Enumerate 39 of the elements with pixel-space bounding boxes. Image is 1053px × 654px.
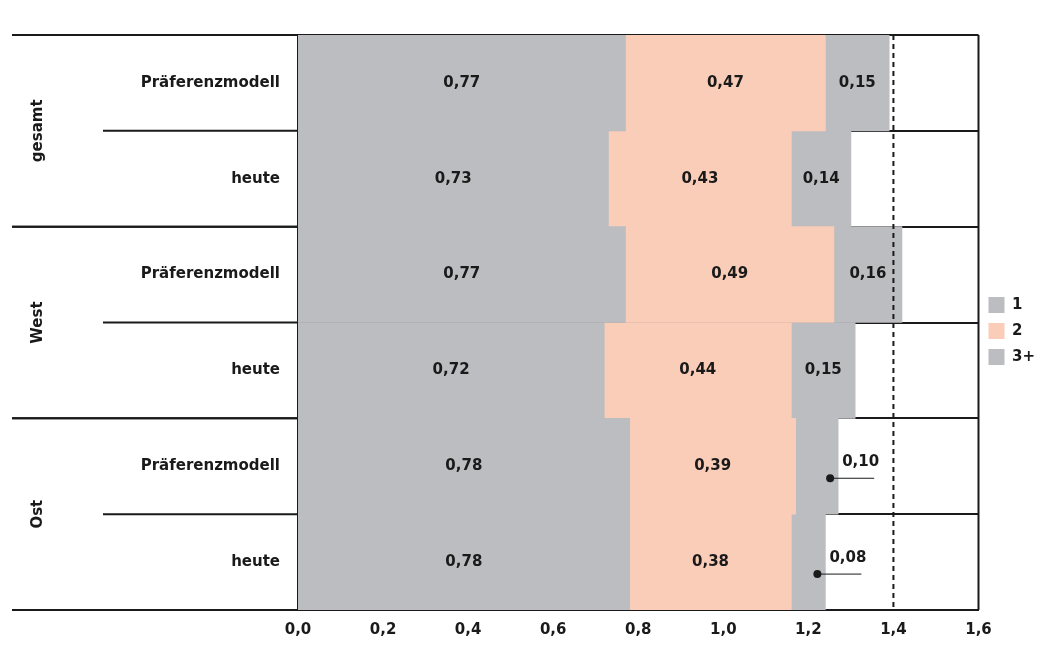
data-label: 0,15 [804,360,842,379]
x-tick-label: 0,2 [369,619,397,638]
data-label: 0,10 [842,452,880,471]
data-label: 0,16 [849,264,887,283]
x-tick-label: 0,6 [539,619,567,638]
data-label: 0,77 [443,72,481,91]
data-label: 0,39 [694,456,732,475]
data-label: 0,72 [432,360,470,379]
data-label: 0,49 [711,264,749,283]
y-tick-label: heute [231,551,280,570]
text: West [27,301,46,344]
y-tick-label: heute [231,360,280,379]
y-tick-label: heute [231,168,280,187]
data-label: 0,43 [681,168,719,187]
text: gesamt [27,99,46,163]
text: Ost [27,499,46,529]
legend-label: 1 [1011,294,1023,313]
data-label: 0,08 [829,547,867,566]
data-label: 0,14 [802,168,840,187]
data-label: 0,47 [706,72,744,91]
x-tick-label: 0,0 [284,619,312,638]
legend-label: 3+ [1011,346,1036,365]
x-tick-label: 0,8 [624,619,652,638]
y-tick-label: Präferenzmodell [140,72,280,91]
data-label: 0,78 [445,456,483,475]
data-label: 0,77 [443,264,481,283]
data-label: 0,78 [445,551,483,570]
legend-label: 2 [1011,320,1023,339]
data-label: 0,44 [679,360,717,379]
data-label: 0,15 [838,72,876,91]
x-tick-label: 1,2 [795,619,822,638]
x-tick-label: 0,4 [454,619,482,638]
x-tick-label: 1,0 [710,619,737,638]
y-tick-label: Präferenzmodell [140,264,280,283]
data-label: 0,38 [692,551,730,570]
x-tick-label: 1,4 [880,619,907,638]
data-label: 0,73 [434,168,472,187]
x-tick-label: 1,6 [965,619,992,638]
y-tick-label: Präferenzmodell [140,456,280,475]
